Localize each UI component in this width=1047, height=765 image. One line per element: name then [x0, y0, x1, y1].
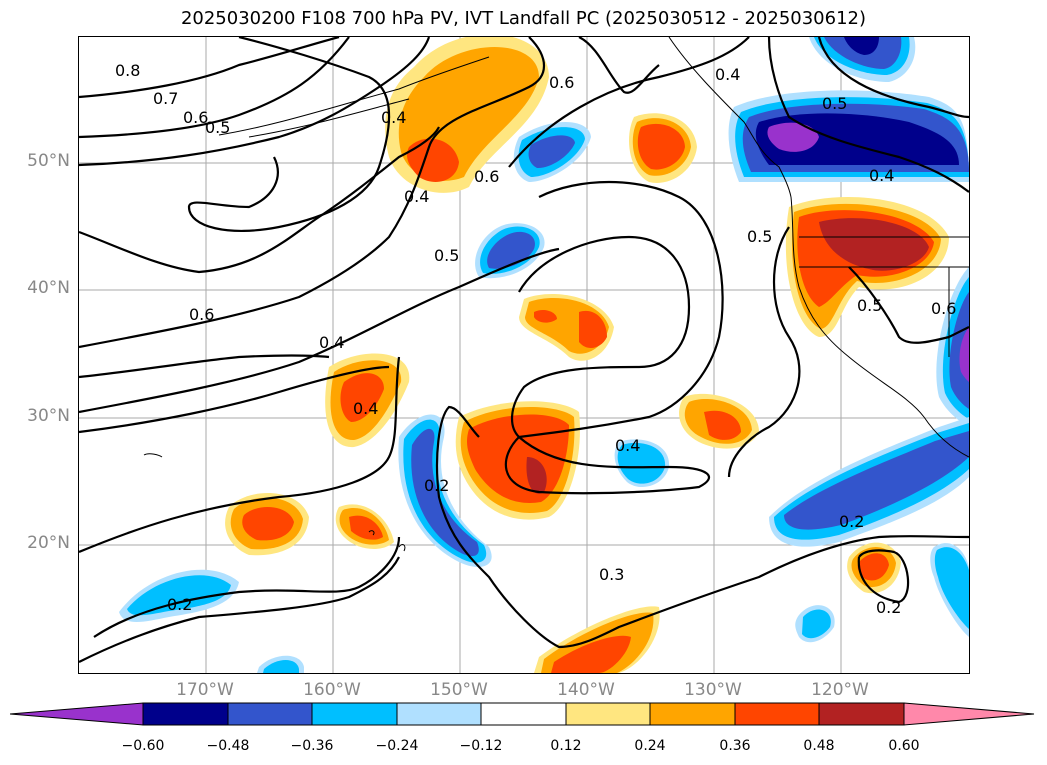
lon-label-150w: 150°W — [430, 680, 488, 700]
contour-label: 0.4 — [404, 187, 429, 206]
contour-label: 0.5 — [857, 296, 882, 315]
colorbar-tick: −0.24 — [375, 738, 419, 754]
contour-label: 0.8 — [115, 61, 140, 80]
colorbar-tick: −0.48 — [206, 738, 250, 754]
colorbar-tick: −0.36 — [290, 738, 334, 754]
colorbar-tick: −0.12 — [459, 738, 503, 754]
contour-label: 0.5 — [434, 246, 459, 265]
lon-label-160w: 160°W — [303, 680, 361, 700]
lat-label-20: 20°N — [27, 533, 70, 553]
contour-label: 0.6 — [549, 73, 574, 92]
contour-label: 0.4 — [615, 436, 640, 455]
contour-label: 0.6 — [189, 305, 214, 324]
colorbar-tick: 0.36 — [719, 738, 751, 754]
colorbar-bin — [396, 702, 482, 726]
colorbar-tick: 0.24 — [634, 738, 666, 754]
contour-label: 0.6 — [183, 108, 208, 127]
lon-label-140w: 140°W — [557, 680, 615, 700]
contour-label: 0.4 — [319, 333, 344, 352]
colorbar-bin — [818, 702, 905, 726]
contour-label: 0.5 — [822, 94, 847, 113]
lat-label-30: 30°N — [27, 406, 70, 426]
colorbar-tick: 0.48 — [803, 738, 835, 754]
pv-contours — [79, 37, 969, 663]
colorbar-tick: 0.60 — [888, 738, 920, 754]
contour-label: 0.3 — [599, 565, 624, 584]
contour-label: 0.6 — [474, 167, 499, 186]
coastlines — [143, 37, 969, 552]
colorbar-bin — [311, 702, 398, 726]
contour-label: 0.4 — [353, 399, 378, 418]
contour-label: 0.7 — [153, 89, 178, 108]
contour-label: 0.5 — [747, 227, 772, 246]
colorbar-bin — [565, 702, 651, 726]
contour-label: 0.4 — [869, 166, 894, 185]
contour-label: 0.2 — [424, 476, 449, 495]
lat-label-40: 40°N — [27, 278, 70, 298]
contour-label: 0.5 — [205, 118, 230, 137]
contour-label: 0.2 — [839, 512, 864, 531]
map-panel: 0.8 0.7 0.6 0.5 0.4 0.6 0.4 0.5 0.6 0.4 … — [78, 36, 970, 674]
colorbar-tick: −0.60 — [121, 738, 165, 754]
contour-label: 0.6 — [931, 299, 956, 318]
contour-label: 0.4 — [715, 65, 740, 84]
contour-label: 0.2 — [876, 598, 901, 617]
colorbar-bin — [142, 702, 229, 726]
colorbar-bin — [734, 702, 820, 726]
lon-label-170w: 170°W — [176, 680, 234, 700]
lon-label-120w: 120°W — [811, 680, 869, 700]
colorbar — [10, 702, 1035, 726]
colorbar-extend-high — [903, 702, 1035, 726]
negative-anomaly-shading — [119, 37, 969, 673]
map-plot: 0.8 0.7 0.6 0.5 0.4 0.6 0.4 0.5 0.6 0.4 … — [79, 37, 969, 673]
colorbar-tick: 0.12 — [550, 738, 582, 754]
colorbar-extend-low — [10, 702, 144, 726]
map-title: 2025030200 F108 700 hPa PV, IVT Landfall… — [180, 8, 867, 29]
lat-label-50: 50°N — [27, 151, 70, 171]
colorbar-bin — [227, 702, 313, 726]
contour-labels: 0.8 0.7 0.6 0.5 0.4 0.6 0.4 0.5 0.6 0.4 … — [115, 61, 956, 617]
lon-label-130w: 130°W — [684, 680, 742, 700]
colorbar-bin — [649, 702, 736, 726]
contour-label: 0.2 — [167, 595, 192, 614]
contour-label: 0.4 — [381, 108, 406, 127]
colorbar-bin — [480, 702, 567, 726]
